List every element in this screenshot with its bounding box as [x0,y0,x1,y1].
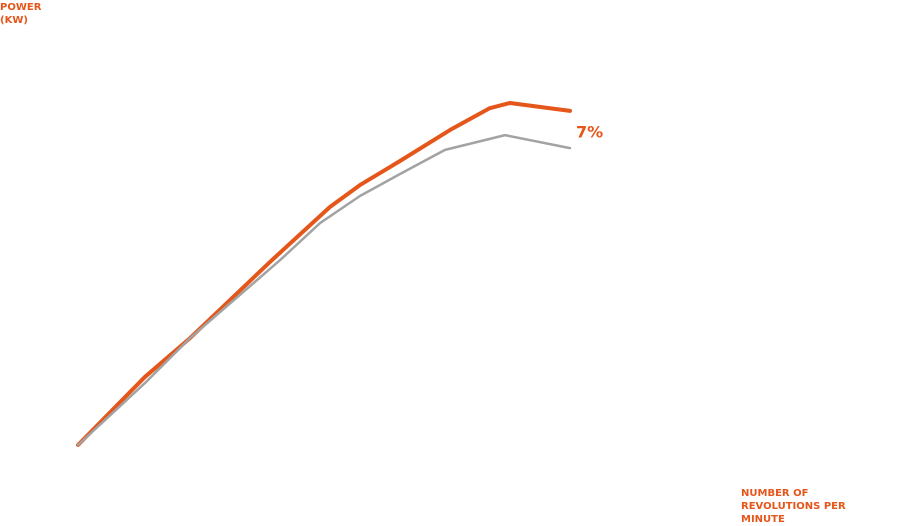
page: POWER (KW) NUMBER OF REVOLUTIONS PER MIN… [0,2,846,525]
chart: 7% [76,101,603,447]
series-line [76,133,572,447]
annotation: 7% [576,123,603,142]
y-axis-label: POWER (KW) [0,2,42,26]
series-line [76,101,572,447]
